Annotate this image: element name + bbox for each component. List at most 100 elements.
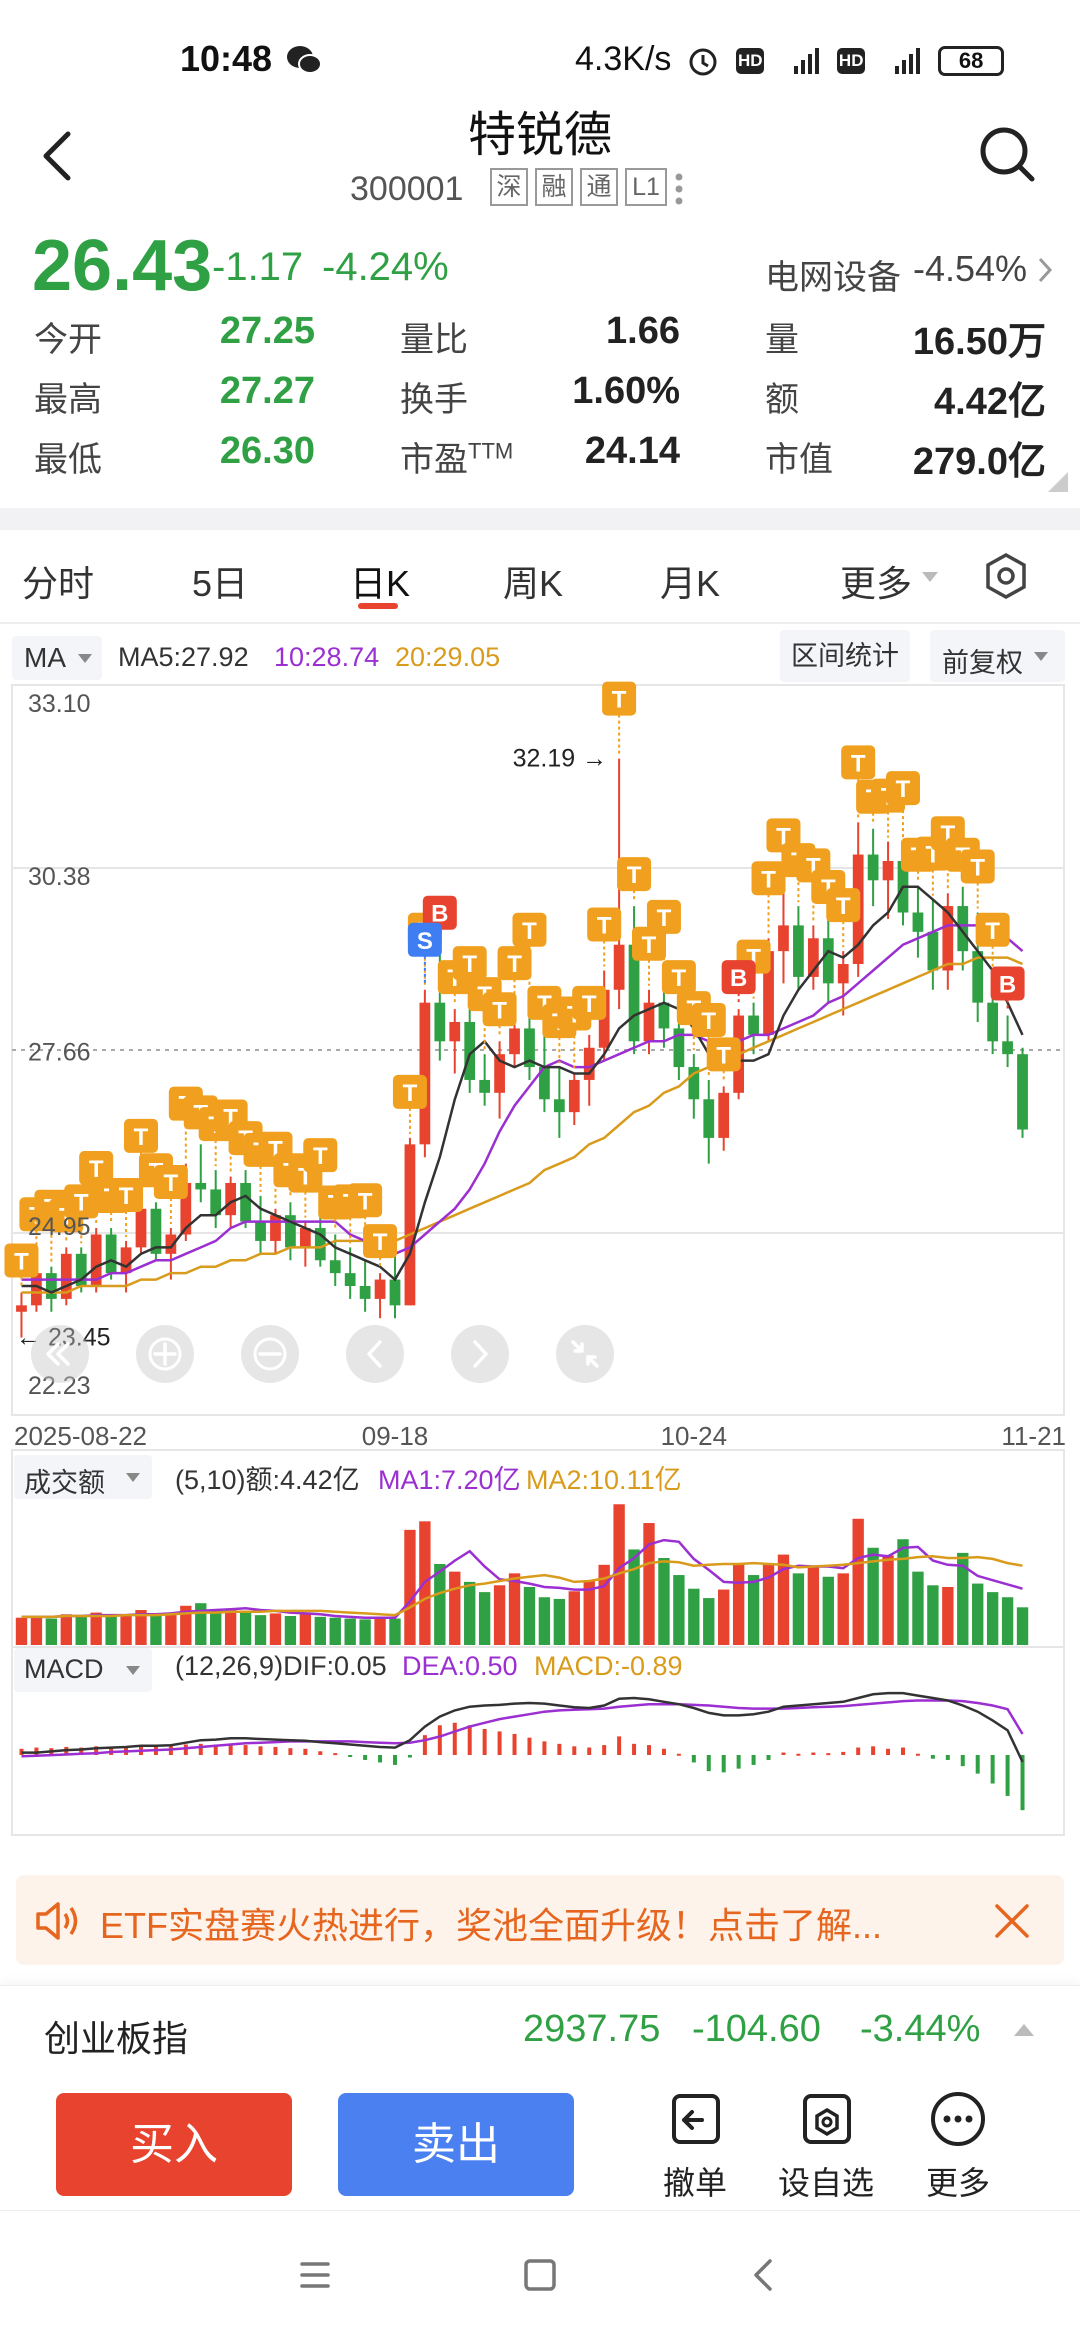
volume-bar [673, 1575, 685, 1645]
candle [987, 989, 999, 1055]
tab-more[interactable]: 更多 [840, 563, 913, 604]
low-value: 26.30 [219, 430, 315, 472]
macd-bar [482, 1728, 487, 1755]
tab-intraday[interactable]: 分时 [22, 563, 95, 604]
kline-chart[interactable]: TTTTTTTTTTTTTTTTTTTTTTTTTTTTTTTTTTTTTTTT… [0, 0, 1080, 1870]
zoom-in-icon[interactable] [136, 1325, 194, 1383]
sell-button[interactable]: 卖出 [338, 2093, 574, 2196]
tab-daily-k[interactable]: 日K [350, 563, 411, 604]
home-nav-icon[interactable] [524, 2259, 556, 2291]
range-stat-button[interactable]: 区间统计 [780, 630, 910, 682]
candle-body [180, 1182, 192, 1235]
candle [404, 1137, 416, 1306]
volume-select[interactable]: 成交额 [14, 1455, 152, 1499]
trade-marker-b: B [422, 895, 457, 941]
trade-marker-b-label: B [431, 901, 448, 928]
macd-select[interactable]: MACD [14, 1648, 152, 1692]
chevron-right-icon[interactable] [451, 1325, 509, 1383]
candle-body [778, 925, 789, 952]
volume-bar [299, 1614, 312, 1645]
macd-bar [841, 1751, 846, 1755]
volume-bar [777, 1554, 790, 1645]
volume-bar [583, 1580, 595, 1645]
arrow-left-double-icon[interactable] [31, 1325, 89, 1383]
candle-body [509, 1028, 520, 1055]
close-icon[interactable] [994, 1903, 1030, 1939]
candle-body [464, 1021, 476, 1080]
tab-5day[interactable]: 5日 [192, 563, 249, 604]
candle-body [643, 1002, 655, 1042]
chevron-left-icon[interactable] [346, 1325, 404, 1383]
set-favorite-button[interactable]: 设自选 [766, 2090, 886, 2204]
more-dots-icon[interactable] [674, 172, 684, 206]
back-button[interactable] [38, 130, 78, 182]
volume-bar [195, 1603, 207, 1645]
trade-marker-t-label: T [657, 905, 672, 932]
trade-marker-t: T [617, 857, 652, 903]
macd-bar [661, 1748, 666, 1755]
candle-body [404, 1144, 416, 1306]
volume-bar [1001, 1597, 1014, 1645]
zoom-out-icon[interactable] [241, 1325, 299, 1383]
volume-bar [120, 1614, 132, 1645]
trade-marker-t: T [646, 899, 681, 973]
volume-bars-group [15, 1504, 1029, 1645]
macd-bar [422, 1735, 427, 1755]
promo-banner[interactable]: ETF实盘赛火热进行，奖池全面升级！点击了解... [16, 1875, 1064, 1965]
volume-bar [165, 1613, 177, 1645]
zoom-in-icon-glyph [153, 1342, 177, 1366]
trade-marker-t: T [661, 960, 696, 1006]
trade-marker-t-badge [886, 771, 920, 806]
more-actions-button[interactable]: 更多 [898, 2090, 1018, 2204]
chevron-right-icon[interactable] [1035, 255, 1055, 285]
collapse-icon[interactable] [556, 1325, 614, 1383]
y-tick-label: 33.10 [28, 690, 91, 718]
buy-button[interactable]: 买入 [56, 2093, 292, 2196]
favorite-hex-icon [803, 2094, 851, 2144]
volume-bar [464, 1581, 476, 1645]
sector-pct[interactable]: -4.54% [913, 248, 1028, 289]
macd-bar [736, 1755, 741, 1769]
macd-bar [676, 1753, 681, 1756]
search-icon[interactable] [978, 125, 1038, 185]
trade-marker-b-badge [422, 895, 457, 930]
caret-up-icon[interactable] [1014, 2024, 1034, 2036]
trade-marker-t-label: T [74, 1189, 89, 1216]
ma-select[interactable]: MA [12, 636, 102, 680]
macd-bar [288, 1748, 293, 1755]
candle-body [1002, 1041, 1013, 1055]
market-cap-label: 市值 [765, 441, 833, 479]
collapse-icon-bg [556, 1325, 614, 1383]
hexagon-gear-icon[interactable] [984, 552, 1028, 600]
pe-value: 24.14 [584, 430, 680, 472]
volume-bar [718, 1589, 730, 1645]
trade-marker-t-label: T [403, 1080, 418, 1107]
candle-body [912, 912, 924, 932]
index-name[interactable]: 创业板指 [44, 2018, 189, 2059]
menu-nav-icon[interactable] [300, 2262, 330, 2288]
set-favorite-label: 设自选 [777, 2165, 874, 2201]
trade-marker-t-badge [512, 912, 547, 947]
price-change-pct: -4.24% [322, 245, 449, 289]
macd-bar [467, 1725, 472, 1755]
trade-marker-t-badge [706, 1037, 741, 1072]
tab-monthly-k[interactable]: 月K [660, 563, 721, 604]
sector-name[interactable]: 电网设备 [765, 259, 901, 297]
pe-ttm: TTM [468, 438, 514, 464]
trade-marker-t-badge [646, 899, 681, 934]
volume-bar [867, 1547, 879, 1645]
arrow-left-double-icon-glyph [46, 1342, 70, 1366]
tab-weekly-k[interactable]: 周K [503, 563, 564, 604]
trade-marker-t-label: T [642, 932, 657, 959]
back-nav-icon[interactable] [754, 2259, 772, 2291]
cancel-order-button[interactable]: 撤单 [635, 2090, 755, 2204]
expand-corner-icon[interactable] [1048, 472, 1068, 492]
macd-bar [990, 1755, 995, 1784]
trade-marker-t-badge [452, 946, 487, 981]
adjust-select[interactable]: 前复权 [930, 630, 1065, 682]
candle-body [479, 1079, 491, 1093]
banner-text[interactable]: ETF实盘赛火热进行，奖池全面升级！点击了解... [100, 1905, 882, 1946]
macd-bar [393, 1755, 397, 1765]
trade-marker-t: T [392, 1074, 427, 1134]
candle [105, 1228, 117, 1280]
